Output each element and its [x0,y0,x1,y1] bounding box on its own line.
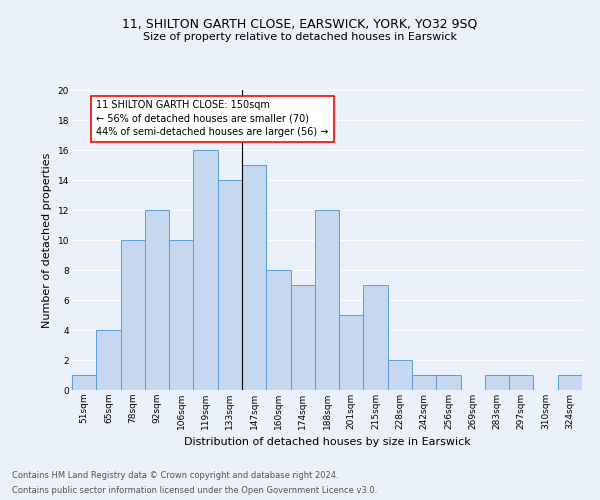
Bar [315,210,339,390]
Bar [72,375,96,390]
Bar [339,315,364,390]
Bar [364,285,388,390]
Bar [145,210,169,390]
X-axis label: Distribution of detached houses by size in Earswick: Distribution of detached houses by size … [184,438,470,448]
Bar [509,375,533,390]
Bar [266,270,290,390]
Bar [388,360,412,390]
Text: Size of property relative to detached houses in Earswick: Size of property relative to detached ho… [143,32,457,42]
Bar [218,180,242,390]
Bar [193,150,218,390]
Bar [290,285,315,390]
Bar [412,375,436,390]
Bar [96,330,121,390]
Bar [121,240,145,390]
Bar [169,240,193,390]
Bar [485,375,509,390]
Bar [242,165,266,390]
Bar [436,375,461,390]
Y-axis label: Number of detached properties: Number of detached properties [42,152,52,328]
Text: Contains public sector information licensed under the Open Government Licence v3: Contains public sector information licen… [12,486,377,495]
Text: 11 SHILTON GARTH CLOSE: 150sqm
← 56% of detached houses are smaller (70)
44% of : 11 SHILTON GARTH CLOSE: 150sqm ← 56% of … [96,100,329,137]
Text: 11, SHILTON GARTH CLOSE, EARSWICK, YORK, YO32 9SQ: 11, SHILTON GARTH CLOSE, EARSWICK, YORK,… [122,18,478,30]
Bar [558,375,582,390]
Text: Contains HM Land Registry data © Crown copyright and database right 2024.: Contains HM Land Registry data © Crown c… [12,471,338,480]
